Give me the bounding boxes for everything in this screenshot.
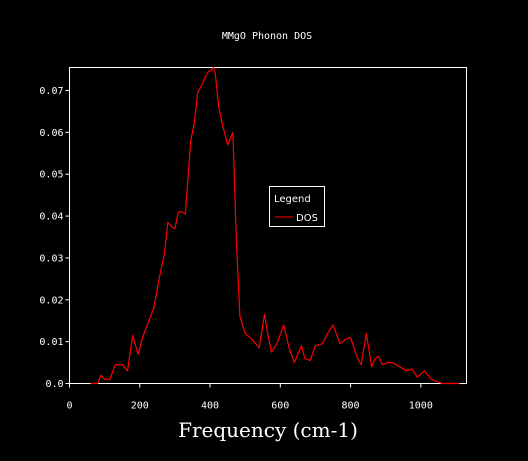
y-tick-label: 0.02 bbox=[39, 295, 63, 306]
y-tick-label: 0.04 bbox=[39, 212, 63, 223]
series-line-dos bbox=[90, 66, 460, 385]
x-tick-label: 800 bbox=[342, 401, 360, 412]
y-tick-label: 0.05 bbox=[39, 170, 63, 181]
legend-entry-dos: DOS bbox=[296, 213, 318, 224]
x-axis-label: Frequency (cm-1) bbox=[178, 418, 358, 442]
x-tick-label: 400 bbox=[201, 401, 219, 412]
legend: Legend DOS bbox=[269, 186, 325, 227]
y-axis: 0.0 0.01 0.02 0.03 0.04 0.05 0.06 0.07 bbox=[39, 86, 70, 390]
plot-area-frame bbox=[69, 67, 467, 384]
legend-title: Legend bbox=[274, 194, 311, 205]
y-tick-label: 0.0 bbox=[45, 379, 63, 390]
y-tick-label: 0.01 bbox=[39, 337, 63, 348]
y-tick-label: 0.06 bbox=[39, 128, 63, 139]
x-tick-label: 1000 bbox=[409, 401, 433, 412]
x-tick-label: 600 bbox=[271, 401, 289, 412]
x-tick-label: 200 bbox=[131, 401, 149, 412]
y-tick-label: 0.03 bbox=[39, 253, 63, 264]
x-axis: 0 200 400 600 800 1000 bbox=[66, 383, 433, 412]
series-layer bbox=[90, 66, 460, 385]
x-tick-label: 0 bbox=[66, 401, 72, 412]
y-tick-label: 0.07 bbox=[39, 86, 63, 97]
chart-title: MMgO Phonon DOS bbox=[222, 31, 312, 42]
legend-box bbox=[269, 186, 325, 227]
